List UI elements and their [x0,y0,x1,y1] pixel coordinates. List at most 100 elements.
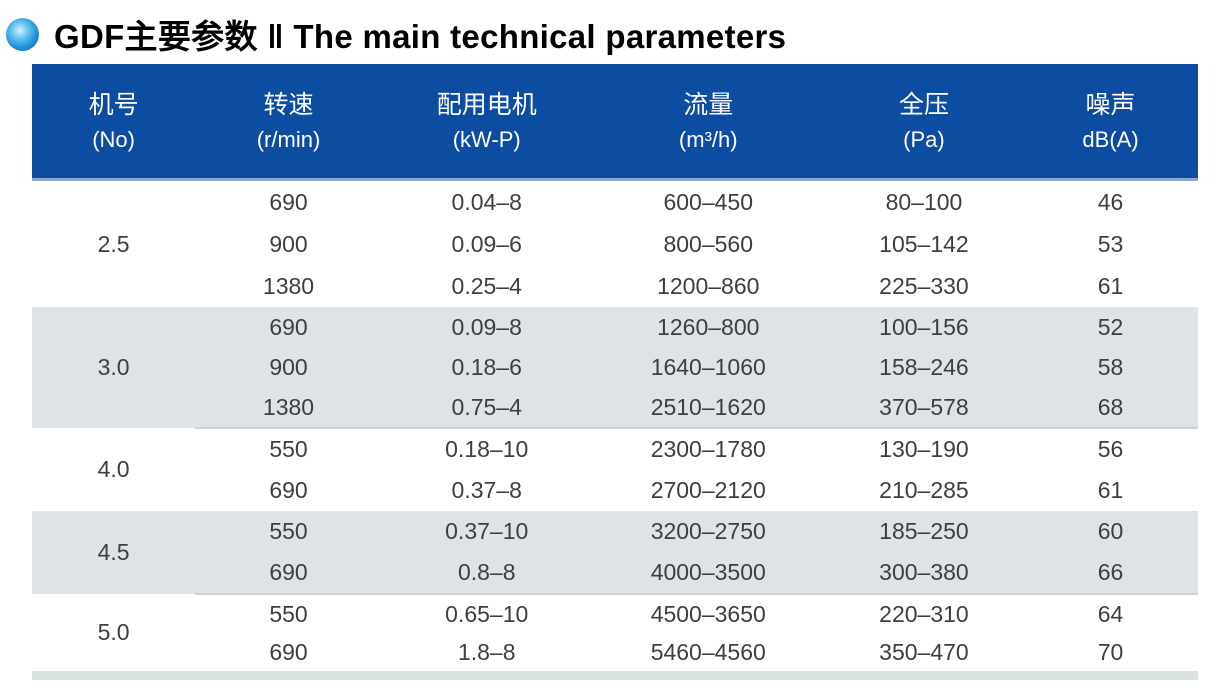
cell-motor: 0.25–4 [381,265,592,307]
cell-noise: 60 [1023,511,1198,552]
table-row: 5.0 550 0.65–10 4500–3650 220–310 64 [32,594,1198,671]
cell-flow: 1640–1060 [591,347,825,387]
header-label-zh: 流量 [683,90,734,119]
next-group-partial-row [32,671,1198,680]
header-label-unit: (Pa) [903,126,945,152]
cell-speed: 690 [195,307,382,347]
cell-model-no: 5.0 [32,594,196,671]
cell-noise: 52 [1023,307,1198,347]
header-label-unit: (r/min) [256,126,321,152]
parameters-table: 机号 (No) 转速 (r/min) 配用电机 (kW-P) 流量 (m³/h)… [32,64,1198,671]
header-label-zh: 机号 [88,90,139,119]
header-label-zh: 转速 [263,90,314,119]
header-cell-motor: 配用电机 (kW-P) [381,64,592,181]
table-row: 900 0.09–6 800–560 105–142 53 [32,223,1198,265]
title-bar: GDF主要参数 ‖ The main technical parameters [0,0,1230,58]
cell-speed: 1380 [195,387,382,429]
cell-noise: 61 [1023,265,1198,307]
header-label-zh: 噪声 [1085,90,1136,119]
header-label-unit: (No) [92,126,135,152]
page-title: GDF主要参数 ‖ The main technical parameters [54,18,787,55]
cell-motor: 0.18–10 [381,428,592,470]
header-label-unit: (kW-P) [452,126,521,152]
cell-pressure: 100–156 [824,307,1024,347]
cell-speed: 690 [195,179,382,223]
cell-motor: 0.04–8 [381,179,592,223]
cell-motor: 0.37–8 [381,470,592,511]
cell-pressure: 220–310 [824,594,1024,633]
header-cell-model-no: 机号 (No) [32,64,196,181]
header-label-zh: 配用电机 [436,90,537,119]
cell-noise: 53 [1023,223,1198,265]
header-cell-speed: 转速 (r/min) [195,64,382,181]
header-label-unit: dB(A) [1082,126,1139,152]
cell-speed: 690 [195,470,382,511]
cell-pressure: 225–330 [824,265,1024,307]
cell-pressure: 105–142 [824,223,1024,265]
header-cell-noise: 噪声 dB(A) [1023,64,1198,181]
cell-flow: 2300–1780 [591,428,825,470]
cell-model-no: 3.0 [32,307,196,428]
cell-pressure: 130–190 [824,428,1024,470]
header-cell-pressure: 全压 (Pa) [824,64,1024,181]
table-row: 2.5 690 0.04–8 600–450 80–100 46 [32,179,1198,307]
cell-model-no: 2.5 [32,179,196,307]
cell-flow: 1260–800 [591,307,825,347]
cell-flow: 3200–2750 [591,511,825,552]
cell-pressure: 80–100 [824,179,1024,223]
cell-motor: 0.18–6 [381,347,592,387]
cell-motor: 0.65–10 [381,594,592,633]
cell-flow: 600–450 [591,179,825,223]
table-row: 690 0.37–8 2700–2120 210–285 61 [32,470,1198,511]
table-row: 3.0 690 0.09–8 1260–800 100–156 52 [32,307,1198,428]
header-label-unit: (m³/h) [678,126,738,152]
cell-pressure: 350–470 [824,633,1024,671]
cell-noise: 68 [1023,387,1198,429]
cell-flow: 2510–1620 [591,387,825,429]
table-row: 1380 0.25–4 1200–860 225–330 61 [32,265,1198,307]
cell-speed: 550 [195,511,382,552]
cell-noise: 58 [1023,347,1198,387]
cell-flow: 2700–2120 [591,470,825,511]
cell-model-no: 4.5 [32,511,196,594]
header-label-zh: 全压 [898,90,949,119]
cell-flow: 5460–4560 [591,633,825,671]
cell-speed: 690 [195,552,382,595]
cell-speed: 1380 [195,265,382,307]
cell-motor: 0.75–4 [381,387,592,429]
cell-noise: 70 [1023,633,1198,671]
table-header-row: 机号 (No) 转速 (r/min) 配用电机 (kW-P) 流量 (m³/h)… [32,64,1198,181]
cell-pressure: 185–250 [824,511,1024,552]
cell-pressure: 300–380 [824,552,1024,595]
table-row: 4.5 550 0.37–10 3200–2750 185–250 60 [32,511,1198,594]
cell-pressure: 210–285 [824,470,1024,511]
cell-speed: 690 [195,633,382,671]
table-row: 690 0.8–8 4000–3500 300–380 66 [32,552,1198,595]
cell-pressure: 370–578 [824,387,1024,429]
cell-motor: 0.8–8 [381,552,592,595]
cell-flow: 4500–3650 [591,594,825,633]
cell-flow: 800–560 [591,223,825,265]
cell-speed: 550 [195,594,382,633]
cell-noise: 56 [1023,428,1198,470]
header-cell-flow: 流量 (m³/h) [591,64,825,181]
cell-motor: 0.09–6 [381,223,592,265]
cell-model-no: 4.0 [32,428,196,511]
cell-speed: 550 [195,428,382,470]
cell-flow: 4000–3500 [591,552,825,595]
cell-speed: 900 [195,347,382,387]
table-row: 4.0 550 0.18–10 2300–1780 130–190 56 [32,428,1198,511]
cell-noise: 64 [1023,594,1198,633]
table-row: 690 1.8–8 5460–4560 350–470 70 [32,633,1198,671]
bullet-icon [6,17,39,51]
cell-pressure: 158–246 [824,347,1024,387]
cell-flow: 1200–860 [591,265,825,307]
cell-motor: 0.09–8 [381,307,592,347]
cell-motor: 1.8–8 [381,633,592,671]
cell-motor: 0.37–10 [381,511,592,552]
cell-speed: 900 [195,223,382,265]
cell-noise: 66 [1023,552,1198,595]
cell-noise: 61 [1023,470,1198,511]
cell-noise: 46 [1023,179,1198,223]
table-row: 1380 0.75–4 2510–1620 370–578 68 [32,387,1198,429]
